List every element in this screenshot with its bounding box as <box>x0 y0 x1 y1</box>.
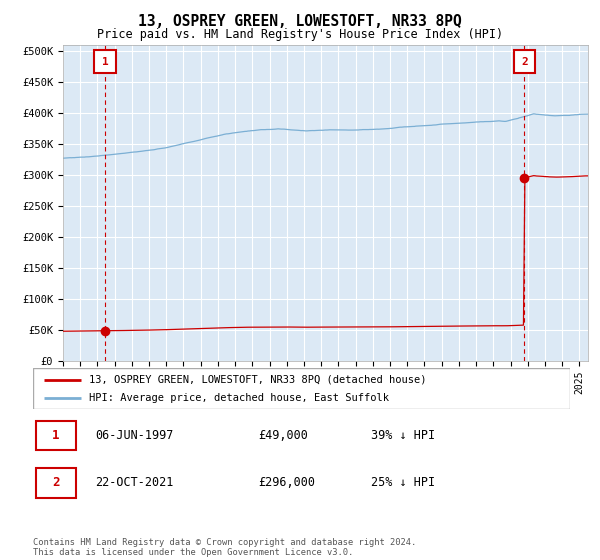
Text: HPI: Average price, detached house, East Suffolk: HPI: Average price, detached house, East… <box>89 393 389 403</box>
FancyBboxPatch shape <box>35 421 76 450</box>
Text: £49,000: £49,000 <box>259 429 308 442</box>
Text: 1: 1 <box>101 57 109 67</box>
FancyBboxPatch shape <box>514 50 535 73</box>
Text: Contains HM Land Registry data © Crown copyright and database right 2024.
This d: Contains HM Land Registry data © Crown c… <box>33 538 416 557</box>
Text: £296,000: £296,000 <box>259 477 316 489</box>
Text: 06-JUN-1997: 06-JUN-1997 <box>95 429 173 442</box>
Text: 39% ↓ HPI: 39% ↓ HPI <box>371 429 436 442</box>
Text: 25% ↓ HPI: 25% ↓ HPI <box>371 477 436 489</box>
Text: 13, OSPREY GREEN, LOWESTOFT, NR33 8PQ (detached house): 13, OSPREY GREEN, LOWESTOFT, NR33 8PQ (d… <box>89 375 427 385</box>
Text: 1: 1 <box>52 429 59 442</box>
FancyBboxPatch shape <box>33 368 570 409</box>
Text: 2: 2 <box>52 477 59 489</box>
FancyBboxPatch shape <box>35 468 76 498</box>
FancyBboxPatch shape <box>94 50 116 73</box>
Text: 2: 2 <box>521 57 528 67</box>
Text: Price paid vs. HM Land Registry's House Price Index (HPI): Price paid vs. HM Land Registry's House … <box>97 28 503 41</box>
Text: 22-OCT-2021: 22-OCT-2021 <box>95 477 173 489</box>
Text: 13, OSPREY GREEN, LOWESTOFT, NR33 8PQ: 13, OSPREY GREEN, LOWESTOFT, NR33 8PQ <box>138 14 462 29</box>
